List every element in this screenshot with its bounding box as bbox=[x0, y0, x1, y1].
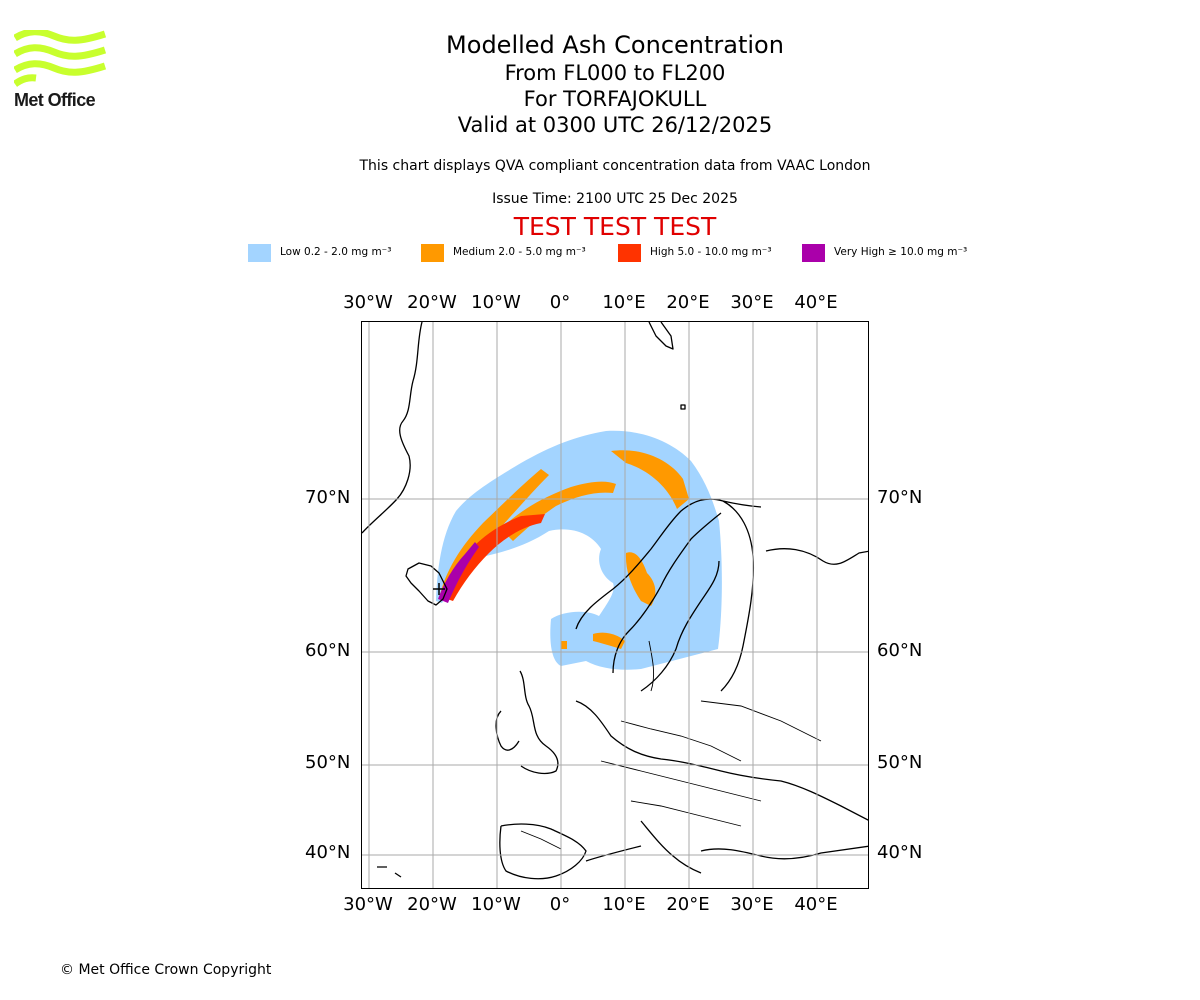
lat-label-right: 60°N bbox=[877, 640, 923, 661]
lon-label-bottom: 20°E bbox=[666, 894, 710, 915]
legend-label: Very High ≥ 10.0 mg m⁻³ bbox=[834, 246, 968, 258]
legend-swatch bbox=[421, 244, 444, 262]
lon-label-bottom: 40°E bbox=[794, 894, 838, 915]
lon-label-bottom: 20°W bbox=[407, 894, 457, 915]
lon-label-top: 30°W bbox=[343, 292, 393, 313]
lon-label-bottom: 30°E bbox=[730, 894, 774, 915]
coastlines bbox=[362, 322, 868, 880]
lon-label-bottom: 10°W bbox=[471, 894, 521, 915]
lon-label-top: 10°E bbox=[602, 292, 646, 313]
greenland-east-coast bbox=[362, 322, 423, 534]
ash-medium-blob bbox=[561, 641, 567, 649]
logo-text: Met Office bbox=[14, 90, 96, 110]
legend-label: Low 0.2 - 2.0 mg m⁻³ bbox=[280, 246, 392, 258]
qva-subtitle: This chart displays QVA compliant concen… bbox=[359, 158, 871, 174]
norway-coast bbox=[575, 498, 762, 630]
lat-label-right: 70°N bbox=[877, 487, 923, 508]
mediterranean-coast bbox=[585, 845, 868, 862]
ash-medium-norway bbox=[625, 552, 656, 606]
continental-europe bbox=[575, 700, 868, 821]
russia-finland-border bbox=[720, 500, 755, 692]
italy bbox=[640, 820, 702, 874]
baltic-coast bbox=[640, 560, 720, 692]
volcano-name: For TORFAJOKULL bbox=[523, 87, 707, 111]
lon-label-top: 10°W bbox=[471, 292, 521, 313]
lon-label-bottom: 0° bbox=[549, 894, 571, 915]
lon-label-bottom: 10°E bbox=[602, 894, 646, 915]
chart-title: Modelled Ash Concentration bbox=[446, 31, 784, 59]
iberia bbox=[499, 823, 587, 880]
flight-level-range: From FL000 to FL200 bbox=[504, 61, 726, 85]
kola-peninsula bbox=[765, 548, 868, 565]
met-office-logo: Met Office bbox=[14, 30, 106, 111]
sweden-finland bbox=[612, 512, 722, 674]
lon-label-top: 40°E bbox=[794, 292, 838, 313]
legend-label: High 5.0 - 10.0 mg m⁻³ bbox=[650, 246, 772, 258]
lat-label-left: 50°N bbox=[305, 752, 351, 773]
volcano-marker-icon bbox=[433, 583, 445, 595]
ash-very-high-plume bbox=[438, 542, 479, 603]
lat-label-left: 70°N bbox=[305, 487, 351, 508]
valid-time: Valid at 0300 UTC 26/12/2025 bbox=[457, 113, 773, 137]
svalbard bbox=[648, 322, 674, 350]
lon-label-top: 30°E bbox=[730, 292, 774, 313]
lat-label-left: 60°N bbox=[305, 640, 351, 661]
uk-ireland bbox=[495, 670, 559, 775]
copyright: © Met Office Crown Copyright bbox=[60, 962, 272, 978]
legend-label: Medium 2.0 - 5.0 mg m⁻³ bbox=[453, 246, 586, 258]
lat-label-left: 40°N bbox=[305, 842, 351, 863]
bear-island bbox=[680, 404, 686, 410]
legend-swatch bbox=[802, 244, 825, 262]
lon-label-bottom: 30°W bbox=[343, 894, 393, 915]
lat-label-right: 50°N bbox=[877, 752, 923, 773]
chart-title-block: Modelled Ash Concentration From FL000 to… bbox=[315, 30, 915, 138]
lon-label-top: 20°W bbox=[407, 292, 457, 313]
met-office-wave-logo-icon bbox=[14, 30, 106, 87]
legend-swatch bbox=[248, 244, 271, 262]
lon-label-top: 0° bbox=[549, 292, 571, 313]
issue-time: Issue Time: 2100 UTC 25 Dec 2025 bbox=[492, 191, 738, 207]
legend-swatch bbox=[618, 244, 641, 262]
gridlines bbox=[362, 322, 868, 888]
iceland-coast bbox=[405, 562, 448, 606]
ash-medium-arc-north bbox=[611, 450, 689, 509]
azores bbox=[377, 866, 402, 878]
lon-label-top: 20°E bbox=[666, 292, 710, 313]
map-canvas bbox=[362, 322, 868, 888]
ash-concentration-map bbox=[361, 321, 869, 889]
ash-low-plume bbox=[436, 430, 722, 670]
ash-medium-south bbox=[593, 632, 625, 649]
test-banner: TEST TEST TEST bbox=[513, 212, 717, 241]
ash-medium-arc bbox=[501, 481, 616, 541]
lat-label-right: 40°N bbox=[877, 842, 923, 863]
country-borders bbox=[520, 640, 822, 850]
